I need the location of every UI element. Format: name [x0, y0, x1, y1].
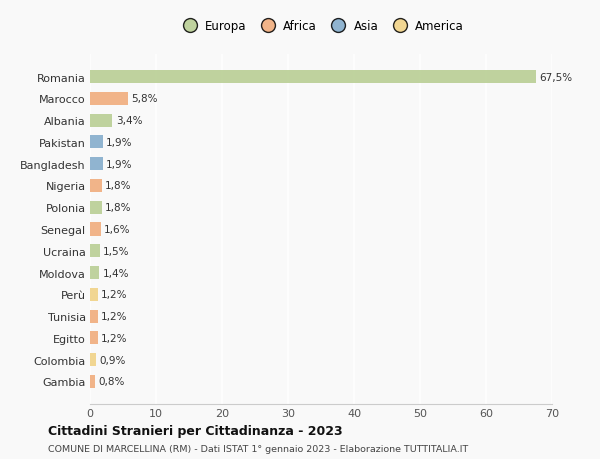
Text: 1,5%: 1,5%: [103, 246, 130, 256]
Bar: [90, 93, 128, 106]
Text: Cittadini Stranieri per Cittadinanza - 2023: Cittadini Stranieri per Cittadinanza - 2…: [48, 424, 343, 437]
Text: 1,2%: 1,2%: [101, 290, 128, 300]
Bar: [90, 114, 112, 128]
Bar: [90, 331, 98, 345]
Text: 1,6%: 1,6%: [104, 224, 130, 235]
Bar: [90, 310, 98, 323]
Text: 0,9%: 0,9%: [99, 355, 125, 365]
Text: 1,2%: 1,2%: [101, 311, 128, 321]
Bar: [90, 375, 95, 388]
Bar: [90, 353, 96, 366]
Text: 67,5%: 67,5%: [539, 73, 572, 83]
Text: 1,2%: 1,2%: [101, 333, 128, 343]
Text: 1,8%: 1,8%: [105, 181, 131, 191]
Bar: [90, 136, 103, 149]
Text: 5,8%: 5,8%: [131, 94, 158, 104]
Bar: [90, 179, 102, 193]
Bar: [90, 266, 99, 280]
Bar: [90, 288, 98, 301]
Text: COMUNE DI MARCELLINA (RM) - Dati ISTAT 1° gennaio 2023 - Elaborazione TUTTITALIA: COMUNE DI MARCELLINA (RM) - Dati ISTAT 1…: [48, 444, 468, 453]
Text: 1,9%: 1,9%: [106, 138, 133, 148]
Bar: [90, 245, 100, 258]
Text: 1,9%: 1,9%: [106, 159, 133, 169]
Text: 0,8%: 0,8%: [98, 376, 125, 386]
Bar: [90, 201, 102, 214]
Bar: [90, 71, 536, 84]
Bar: [90, 158, 103, 171]
Text: 3,4%: 3,4%: [116, 116, 142, 126]
Text: 1,4%: 1,4%: [103, 268, 129, 278]
Text: 1,8%: 1,8%: [105, 203, 131, 213]
Bar: [90, 223, 101, 236]
Legend: Europa, Africa, Asia, America: Europa, Africa, Asia, America: [173, 16, 469, 38]
